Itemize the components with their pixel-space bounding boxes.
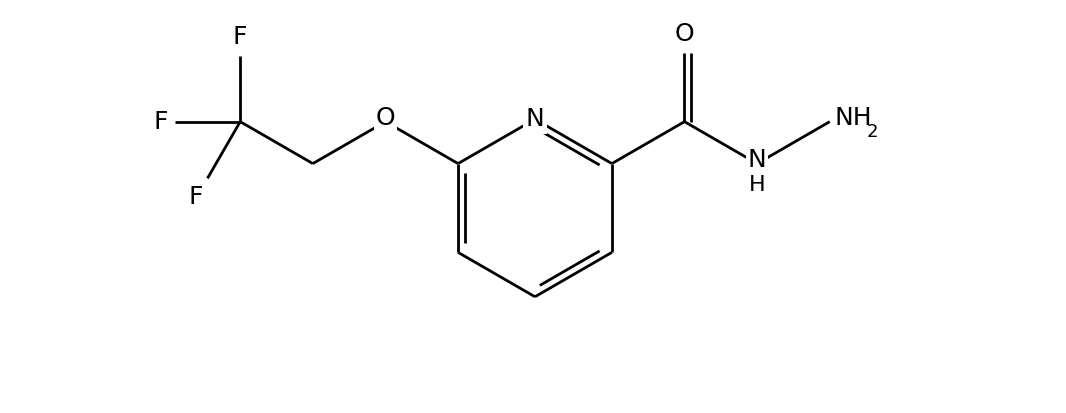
Text: F: F: [154, 110, 168, 134]
Text: 2: 2: [867, 123, 877, 140]
Text: N: N: [747, 147, 766, 172]
Text: N: N: [526, 107, 545, 131]
Text: NH: NH: [835, 106, 872, 130]
Text: F: F: [233, 25, 247, 49]
Text: H: H: [748, 175, 765, 195]
Text: O: O: [675, 22, 694, 46]
Text: O: O: [375, 106, 395, 130]
Text: F: F: [188, 185, 203, 209]
